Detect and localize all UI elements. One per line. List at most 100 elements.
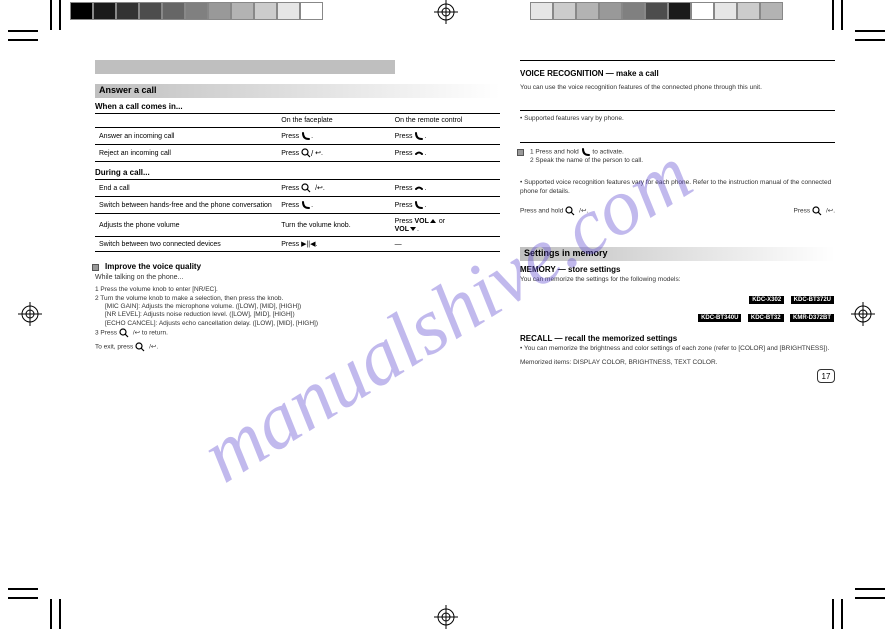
crop-mark	[855, 588, 885, 590]
registration-mark	[434, 605, 458, 629]
right-column: VOICE RECOGNITION — make a call You can …	[520, 60, 835, 368]
operation-table-1: On the faceplate On the remote control A…	[95, 113, 500, 162]
table-cell: Press .	[391, 180, 500, 197]
table-cell: Press /↩.	[277, 145, 390, 162]
badge: KDC-BT372U	[791, 296, 834, 304]
playpause-icon: ▶||◀	[301, 241, 315, 248]
table-cell: Switch between hands-free and the phone …	[95, 197, 277, 214]
crop-mark	[50, 0, 52, 30]
colorbar-left	[70, 2, 323, 20]
page-content: Answer a call When a call comes in... On…	[95, 60, 835, 590]
step: 2 Speak the name of the person to call.	[530, 157, 835, 165]
subtitle: MEMORY — store settings	[520, 265, 835, 274]
badge: KDC-BT340U	[698, 314, 741, 322]
hangup-icon	[414, 148, 424, 158]
section-title: Settings in memory	[520, 247, 835, 261]
search-icon	[812, 206, 826, 216]
badge: KDC-X302	[749, 296, 784, 304]
subtitle: When a call comes in...	[95, 102, 500, 111]
registration-mark	[18, 302, 42, 326]
table-cell: Adjusts the phone volume	[95, 214, 277, 237]
phone-icon	[581, 147, 591, 157]
up-arrow-icon	[429, 217, 437, 225]
subtitle: Improve the voice quality	[105, 262, 500, 271]
table-cell: Press ▶||◀.	[277, 237, 390, 252]
search-icon	[119, 328, 133, 338]
section-title: Answer a call	[95, 84, 500, 98]
down-arrow-icon	[409, 225, 417, 233]
table-header: On the remote control	[391, 114, 500, 128]
model-badges: KDC-X302 KDC-BT372U KDC-BT340U KDC-BT32 …	[520, 288, 835, 324]
body-text: While talking on the phone...	[95, 273, 500, 282]
header-bar	[95, 60, 395, 74]
table-cell: Press VOL or VOL.	[391, 214, 500, 237]
crop-mark	[832, 599, 834, 629]
step: [ECHO CANCEL]: Adjusts echo cancellation…	[105, 320, 500, 328]
steps: 1 Press and hold to activate. 2 Speak th…	[520, 142, 835, 166]
badge: KDC-BT32	[748, 314, 784, 322]
table-cell: Reject an incoming call	[95, 145, 277, 162]
search-icon: /	[301, 148, 315, 158]
registration-mark	[434, 0, 458, 24]
left-column: Answer a call When a call comes in... On…	[95, 60, 500, 353]
note: Memorized items: DISPLAY COLOR, BRIGHTNE…	[520, 359, 835, 367]
search-icon	[135, 342, 149, 352]
phone-icon	[414, 131, 424, 141]
body-text: You can memorize the settings for the fo…	[520, 276, 835, 284]
body-text: You can use the voice recognition featur…	[520, 84, 835, 92]
search-icon	[565, 206, 579, 216]
step: [NR LEVEL]: Adjusts noise reduction leve…	[105, 311, 500, 319]
exit-note: To exit, press /↩.	[95, 342, 500, 352]
crop-mark	[8, 597, 38, 599]
crop-mark	[841, 599, 843, 629]
phone-icon	[414, 200, 424, 210]
exit-note: Press and hold /↩. Press /↩.	[520, 206, 835, 216]
crop-mark	[855, 39, 885, 41]
table-cell: End a call	[95, 180, 277, 197]
crop-mark	[855, 597, 885, 599]
crop-mark	[8, 39, 38, 41]
bullet-box	[92, 264, 99, 271]
hangup-icon	[414, 183, 424, 193]
step: 2 Turn the volume knob to make a selecti…	[95, 295, 500, 303]
table-cell: Press .	[277, 197, 390, 214]
table-cell: Answer an incoming call	[95, 128, 277, 145]
table-cell: Press .	[391, 145, 500, 162]
step: [MIC GAIN]: Adjusts the microphone volum…	[105, 303, 500, 311]
table-cell: Press .	[277, 128, 390, 145]
crop-mark	[59, 599, 61, 629]
crop-mark	[50, 599, 52, 629]
badge: KMR-D372BT	[790, 314, 834, 322]
crop-mark	[832, 0, 834, 30]
subtitle: VOICE RECOGNITION — make a call	[520, 69, 835, 78]
table-header: On the faceplate	[277, 114, 390, 128]
table-cell: Turn the volume knob.	[277, 214, 390, 237]
svg-text:/: /	[311, 149, 314, 158]
note: • Supported voice recognition features v…	[520, 179, 835, 196]
subtitle: During a call...	[95, 168, 500, 177]
crop-mark	[8, 30, 38, 32]
body-text: • Supported features vary by phone.	[520, 115, 835, 123]
registration-mark	[851, 302, 875, 326]
table-cell: Switch between two connected devices	[95, 237, 277, 252]
search-icon	[301, 183, 315, 193]
page-number: 17	[817, 369, 835, 383]
crop-mark	[59, 0, 61, 30]
table-cell: Press .	[391, 128, 500, 145]
phone-icon	[301, 131, 311, 141]
bullet-box	[517, 149, 524, 156]
crop-mark	[855, 30, 885, 32]
note: • You can memorize the brightness and co…	[520, 345, 835, 353]
phone-icon	[301, 200, 311, 210]
subtitle: RECALL — recall the memorized settings	[520, 334, 835, 343]
steps: 1 Press the volume knob to enter [NR/EC]…	[95, 286, 500, 338]
crop-mark	[8, 588, 38, 590]
crop-mark	[841, 0, 843, 30]
step: 3 Press /↩ to return.	[95, 328, 500, 338]
table-cell: Press .	[391, 197, 500, 214]
colorbar-right	[530, 2, 783, 20]
table-cell: Press /↩.	[277, 180, 390, 197]
table-cell: —	[391, 237, 500, 252]
step: 1 Press the volume knob to enter [NR/EC]…	[95, 286, 500, 294]
operation-table-2: End a call Press /↩. Press . Switch betw…	[95, 179, 500, 252]
